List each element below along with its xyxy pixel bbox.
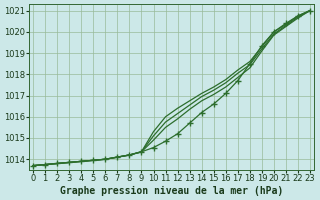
X-axis label: Graphe pression niveau de la mer (hPa): Graphe pression niveau de la mer (hPa) <box>60 186 283 196</box>
